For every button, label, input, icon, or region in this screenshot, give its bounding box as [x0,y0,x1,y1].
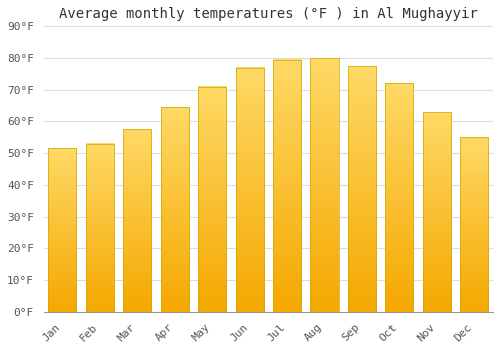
Bar [460,137,488,312]
Bar [273,60,301,312]
Bar [348,66,376,312]
Title: Average monthly temperatures (°F ) in Al Mughayyir: Average monthly temperatures (°F ) in Al… [59,7,478,21]
Bar [86,144,114,312]
Bar [423,112,451,312]
Bar [236,68,264,312]
Bar [123,130,152,312]
Bar [160,107,189,312]
Bar [198,86,226,312]
Bar [386,83,413,312]
Bar [310,58,338,312]
Bar [48,148,76,312]
